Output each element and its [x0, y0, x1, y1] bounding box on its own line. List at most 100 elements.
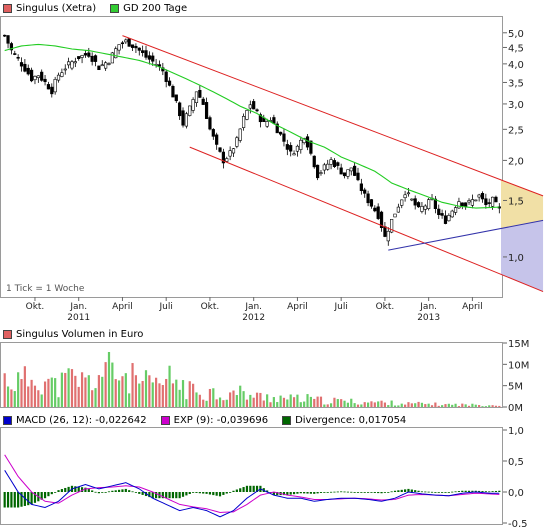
divergence-bar: [192, 492, 195, 493]
candle-body: [450, 210, 454, 218]
volume-bar: [249, 394, 252, 407]
divergence-bar: [181, 492, 185, 497]
divergence-bar: [387, 492, 390, 493]
volume-bar: [390, 400, 393, 407]
volume-bar: [343, 400, 346, 407]
divergence-bar: [471, 490, 474, 492]
candle-body: [369, 199, 374, 207]
candle-body: [393, 213, 397, 218]
divergence-bar: [17, 492, 20, 508]
volume-bar: [67, 368, 70, 407]
volume-bar: [37, 390, 40, 407]
divergence-bar: [437, 492, 440, 493]
candle-body: [275, 123, 279, 134]
divergence-bar: [430, 491, 434, 493]
volume-bar: [380, 400, 383, 407]
volume-bar: [161, 385, 164, 407]
volume-y-tick-label: 15M: [508, 339, 529, 350]
support-trendline: [388, 219, 544, 251]
divergence-bar: [249, 485, 252, 492]
divergence-bar: [467, 490, 471, 492]
divergence-bar: [336, 491, 339, 493]
divergence-bar: [303, 492, 306, 494]
exp-legend-swatch: [160, 415, 170, 425]
candle-body: [245, 110, 249, 120]
divergence-bar: [20, 492, 23, 507]
volume-bar: [299, 402, 302, 407]
divergence-bar: [380, 492, 383, 494]
price-y-tick-label: 1,5: [508, 196, 524, 207]
volume-bar: [185, 399, 188, 407]
divergence-bar: [64, 487, 67, 492]
candle-body: [440, 213, 444, 216]
candle-body: [141, 50, 145, 53]
divergence-bar: [161, 492, 164, 499]
volume-bar: [441, 405, 444, 407]
candle-body: [359, 183, 363, 192]
volume-bar: [202, 399, 205, 407]
candle-body: [437, 208, 441, 216]
candle-body: [413, 198, 417, 206]
candle-body: [238, 128, 242, 141]
candle-body: [433, 198, 437, 209]
macd-y-tick-label: 0,5: [508, 457, 524, 468]
volume-bar: [70, 369, 74, 407]
divergence-bar: [111, 490, 114, 492]
divergence-bar: [178, 492, 181, 499]
candle-body: [464, 202, 468, 207]
candle-body: [228, 150, 232, 157]
volume-bar: [387, 405, 390, 407]
volume-bar: [252, 397, 255, 407]
volume-bar: [323, 404, 326, 407]
volume-bar: [218, 397, 222, 407]
volume-bar: [397, 405, 400, 407]
price-y-tick-label: 4,5: [508, 43, 524, 54]
volume-bar: [54, 378, 57, 407]
volume-bar: [370, 401, 373, 407]
divergence-bar: [441, 492, 444, 493]
macd-line: [4, 470, 500, 518]
volume-bar: [296, 394, 299, 407]
candle-body: [198, 89, 202, 98]
divergence-bar: [494, 490, 498, 492]
volume-bar: [245, 399, 249, 407]
volume-bar: [111, 362, 114, 407]
volume-bar: [447, 403, 450, 407]
volume-bar: [60, 372, 63, 407]
divergence-bar: [43, 492, 47, 499]
divergence-bar: [225, 492, 228, 494]
divergence-bar: [10, 492, 13, 508]
price-x-tick-label: Okt.: [376, 302, 395, 312]
divergence-bar: [286, 492, 289, 496]
macd-y-tick-label: -0,5: [508, 519, 528, 527]
volume-bar: [417, 401, 420, 407]
volume-bar: [87, 375, 90, 407]
volume-bar: [306, 394, 309, 407]
volume-bar: [266, 394, 269, 407]
divergence-bar: [360, 492, 363, 493]
volume-bar: [17, 372, 20, 407]
price-y-tick-label: 2,0: [508, 156, 524, 167]
volume-bar: [91, 390, 94, 407]
volume-bar: [329, 403, 333, 407]
volume-bar: [158, 383, 161, 407]
volume-bar: [444, 404, 447, 407]
volume-bar: [464, 404, 467, 407]
divergence-bar: [54, 492, 57, 493]
divergence-bar: [215, 492, 218, 496]
divergence-bar: [484, 491, 487, 493]
candle-body: [353, 165, 357, 176]
candle-body: [379, 211, 384, 228]
volume-bar: [340, 399, 343, 407]
candle-body: [114, 48, 118, 59]
volume-bar: [171, 383, 175, 407]
volume-bar: [303, 401, 306, 407]
macd-legend-label: MACD (26, 12): -0,022642: [16, 414, 147, 426]
volume-bar: [6, 386, 10, 407]
volume-bar: [336, 399, 339, 407]
candle-body: [443, 215, 448, 224]
volume-bar: [276, 402, 279, 407]
candle-body: [460, 202, 464, 207]
volume-bar: [192, 383, 195, 407]
candle-body: [366, 193, 370, 204]
